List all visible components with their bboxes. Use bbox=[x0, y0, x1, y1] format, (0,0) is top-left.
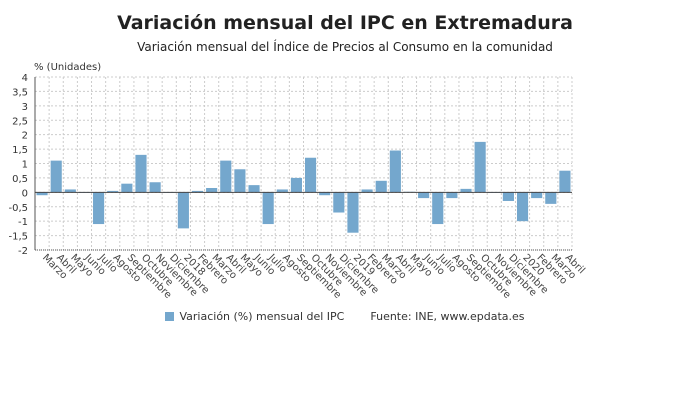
bar bbox=[305, 157, 317, 193]
y-tick-label: 3 bbox=[22, 102, 28, 113]
bar bbox=[460, 188, 472, 193]
bar bbox=[474, 141, 486, 193]
bar bbox=[432, 192, 444, 225]
bar bbox=[276, 189, 288, 193]
legend-swatch bbox=[165, 312, 175, 321]
bar bbox=[64, 189, 76, 193]
chart-title: Variación mensual del IPC en Extremadura bbox=[117, 12, 573, 34]
bar bbox=[333, 192, 345, 213]
bar bbox=[502, 192, 514, 201]
bar bbox=[389, 150, 401, 193]
bar bbox=[220, 160, 232, 193]
bar bbox=[248, 185, 260, 193]
y-tick-label: -2 bbox=[18, 246, 28, 257]
bar bbox=[361, 189, 373, 193]
bar bbox=[135, 154, 147, 193]
bar bbox=[446, 192, 458, 199]
bar bbox=[93, 192, 105, 225]
y-tick-label: 4 bbox=[22, 73, 28, 84]
bar bbox=[262, 192, 274, 225]
chart-subtitle: Variación mensual del Índice de Precios … bbox=[137, 40, 553, 54]
y-tick-label: 1 bbox=[22, 160, 28, 171]
bar bbox=[149, 182, 161, 193]
bar bbox=[545, 192, 557, 204]
y-tick-label: 0,5 bbox=[12, 174, 28, 185]
bar bbox=[516, 192, 529, 222]
legend-label: Variación (%) mensual del IPC bbox=[179, 310, 345, 323]
bar bbox=[290, 177, 302, 193]
bar bbox=[347, 192, 359, 233]
bar bbox=[50, 160, 62, 193]
bar bbox=[121, 183, 133, 193]
bar bbox=[107, 190, 119, 193]
bar bbox=[36, 192, 48, 196]
bar bbox=[319, 192, 331, 196]
y-tick-label: 2 bbox=[22, 131, 28, 142]
y-tick-label: -1,5 bbox=[8, 232, 28, 243]
source-text: Fuente: INE, www.epdata.es bbox=[370, 310, 525, 323]
bar bbox=[375, 180, 387, 193]
bar-chart: % (Unidades) 4 3,5 3 2,5 2 1,5 1 0,5 0 -0,5 -1 -1,5 -… bbox=[8, 62, 586, 300]
y-tick-label: -1 bbox=[18, 217, 28, 228]
y-tick-label: 0 bbox=[22, 188, 28, 199]
y-tick-label: -0,5 bbox=[8, 203, 28, 214]
y-tick-label: 3,5 bbox=[12, 87, 28, 98]
bar bbox=[234, 169, 246, 193]
bar bbox=[418, 192, 430, 199]
legend: Variación (%) mensual del IPC Fuente: INE… bbox=[0, 310, 690, 323]
bar bbox=[191, 190, 204, 193]
bar bbox=[206, 188, 218, 193]
y-axis-label: % (Unidades) bbox=[34, 62, 101, 73]
bar bbox=[531, 192, 543, 199]
y-tick-label: 1,5 bbox=[12, 145, 28, 156]
bar bbox=[559, 170, 571, 193]
bar bbox=[177, 192, 189, 229]
y-tick-label: 2,5 bbox=[12, 116, 28, 127]
